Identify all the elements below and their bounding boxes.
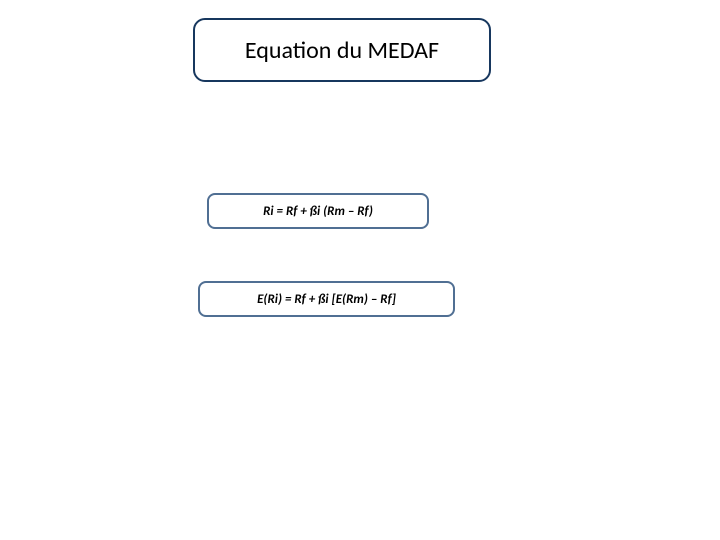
equation-box-2: E(Ri) = Rf + ßi [E(Rm) – Rf] xyxy=(198,281,455,317)
equation-text-2: E(Ri) = Rf + ßi [E(Rm) – Rf] xyxy=(257,292,396,307)
title-box: Equation du MEDAF xyxy=(193,18,491,82)
equation-box-1: Ri = Rf + ßi (Rm – Rf) xyxy=(207,193,429,229)
title-text: Equation du MEDAF xyxy=(245,36,439,65)
equation-text-1: Ri = Rf + ßi (Rm – Rf) xyxy=(263,204,373,219)
